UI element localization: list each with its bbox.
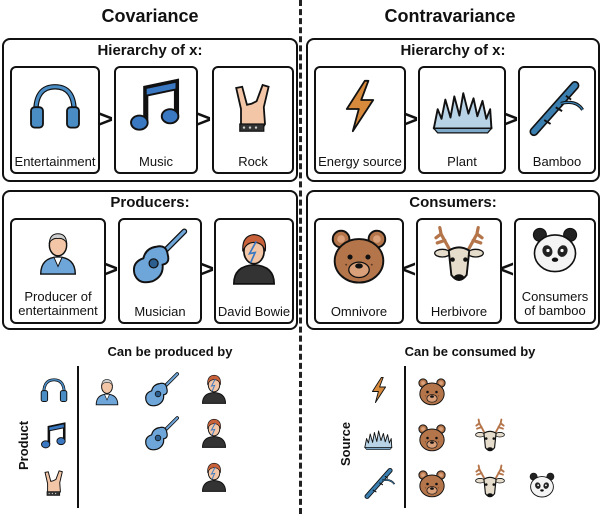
deer-icon [474, 464, 506, 499]
rock-hand-icon [235, 84, 270, 133]
david-bowie-icon [201, 462, 227, 492]
plant-icon [432, 92, 493, 134]
covariance-hierarchy-panel: Hierarchy of x: Entertainment > Music > … [2, 38, 298, 182]
panda-icon [529, 472, 555, 498]
source-axis-label: Source [338, 421, 353, 466]
consumer-card-herbivore: Herbivore [416, 218, 502, 324]
producer-label-musician: Musician [134, 304, 186, 319]
covariance-matrix-axis [77, 366, 79, 508]
producer-person-icon [39, 232, 77, 275]
bear-icon [331, 229, 387, 284]
bamboo-icon [520, 68, 594, 148]
producers-separator: > [200, 256, 215, 283]
deer-icon [433, 225, 485, 283]
producer-label-david-bowie: David Bowie [217, 304, 291, 319]
hierarchy-label-energy-source: Energy source [318, 154, 402, 169]
guitar-icon [120, 220, 200, 298]
hierarchy-card-rock: Rock [212, 66, 294, 174]
hierarchy-card-plant: Plant [418, 66, 506, 174]
consumers-panel: Consumers: Omnivore < Herbivore < Consum… [306, 190, 600, 330]
bear-icon [418, 470, 446, 498]
guitar-icon [143, 416, 179, 452]
consumer-label-line1: Consumers [521, 289, 589, 304]
hierarchy-separator: > [197, 106, 212, 133]
produced-by-title: Can be produced by [107, 344, 233, 359]
producers-title: Producers: [110, 194, 190, 211]
producer-person-icon [95, 379, 119, 406]
lightning-bolt-icon [371, 376, 387, 404]
producer-label-line1: Producer of [24, 289, 92, 304]
producer-card-entertainment: Producer of entertainment [10, 218, 106, 324]
hierarchy-label-music: Music [139, 154, 173, 169]
david-bowie-icon [201, 418, 227, 448]
consumer-card-omnivore: Omnivore [314, 218, 404, 324]
david-bowie-icon [232, 233, 276, 285]
hierarchy-separator: > [504, 106, 519, 133]
consumer-label-omnivore: Omnivore [330, 304, 388, 319]
hierarchy-card-energy-source: Energy source [314, 66, 406, 174]
producers-panel: Producers: Producer of entertainment > M… [2, 190, 298, 330]
consumed-by-title: Can be consumed by [404, 344, 536, 359]
hierarchy-label-plant: Plant [447, 154, 477, 169]
music-note-icon [40, 422, 67, 450]
contravariance-hierarchy-panel: Hierarchy of x: Energy source > Plant > … [306, 38, 600, 182]
david-bowie-icon [201, 374, 227, 404]
contravariance-matrix-axis [404, 366, 406, 508]
hierarchy-card-music: Music [114, 66, 198, 174]
contravariance-title: Contravariance [384, 6, 516, 26]
column-divider [299, 0, 302, 514]
consumer-label-herbivore: Herbivore [430, 304, 488, 319]
consumers-separator: < [500, 256, 515, 283]
lightning-bolt-icon [345, 79, 375, 133]
producer-label-entertainment: Producer of entertainment [12, 290, 104, 318]
hierarchy-card-bamboo: Bamboo [518, 66, 596, 174]
hierarchy-separator: > [404, 106, 419, 133]
hierarchy-label-bamboo: Bamboo [532, 154, 582, 169]
bamboo-icon [362, 464, 398, 500]
rock-hand-icon [44, 470, 63, 496]
consumer-label-bamboo: Consumers of bamboo [516, 290, 594, 318]
covariance-hierarchy-title: Hierarchy of x: [97, 42, 203, 59]
consumer-label-line2: of bamboo [524, 303, 586, 318]
panda-icon [532, 227, 578, 273]
producer-card-david-bowie: David Bowie [214, 218, 294, 324]
producers-separator: > [104, 256, 119, 283]
deer-icon [474, 418, 506, 453]
consumer-card-bamboo: Consumers of bamboo [514, 218, 596, 324]
headphones-icon [12, 68, 98, 148]
bear-icon [418, 378, 446, 406]
producer-label-line2: entertainment [18, 303, 98, 318]
product-axis-label: Product [16, 420, 31, 470]
music-note-icon [116, 68, 196, 148]
covariance-title: Covariance [101, 6, 199, 26]
guitar-icon [143, 372, 179, 408]
consumers-separator: < [402, 256, 417, 283]
hierarchy-card-entertainment: Entertainment [10, 66, 100, 174]
plant-icon [364, 430, 393, 451]
hierarchy-separator: > [99, 106, 114, 133]
consumers-title: Consumers: [409, 194, 497, 211]
hierarchy-label-entertainment: Entertainment [14, 154, 96, 169]
bear-icon [418, 424, 446, 452]
producer-card-musician: Musician [118, 218, 202, 324]
hierarchy-label-rock: Rock [238, 154, 268, 169]
contravariance-hierarchy-title: Hierarchy of x: [400, 42, 506, 59]
headphones-icon [39, 378, 69, 403]
